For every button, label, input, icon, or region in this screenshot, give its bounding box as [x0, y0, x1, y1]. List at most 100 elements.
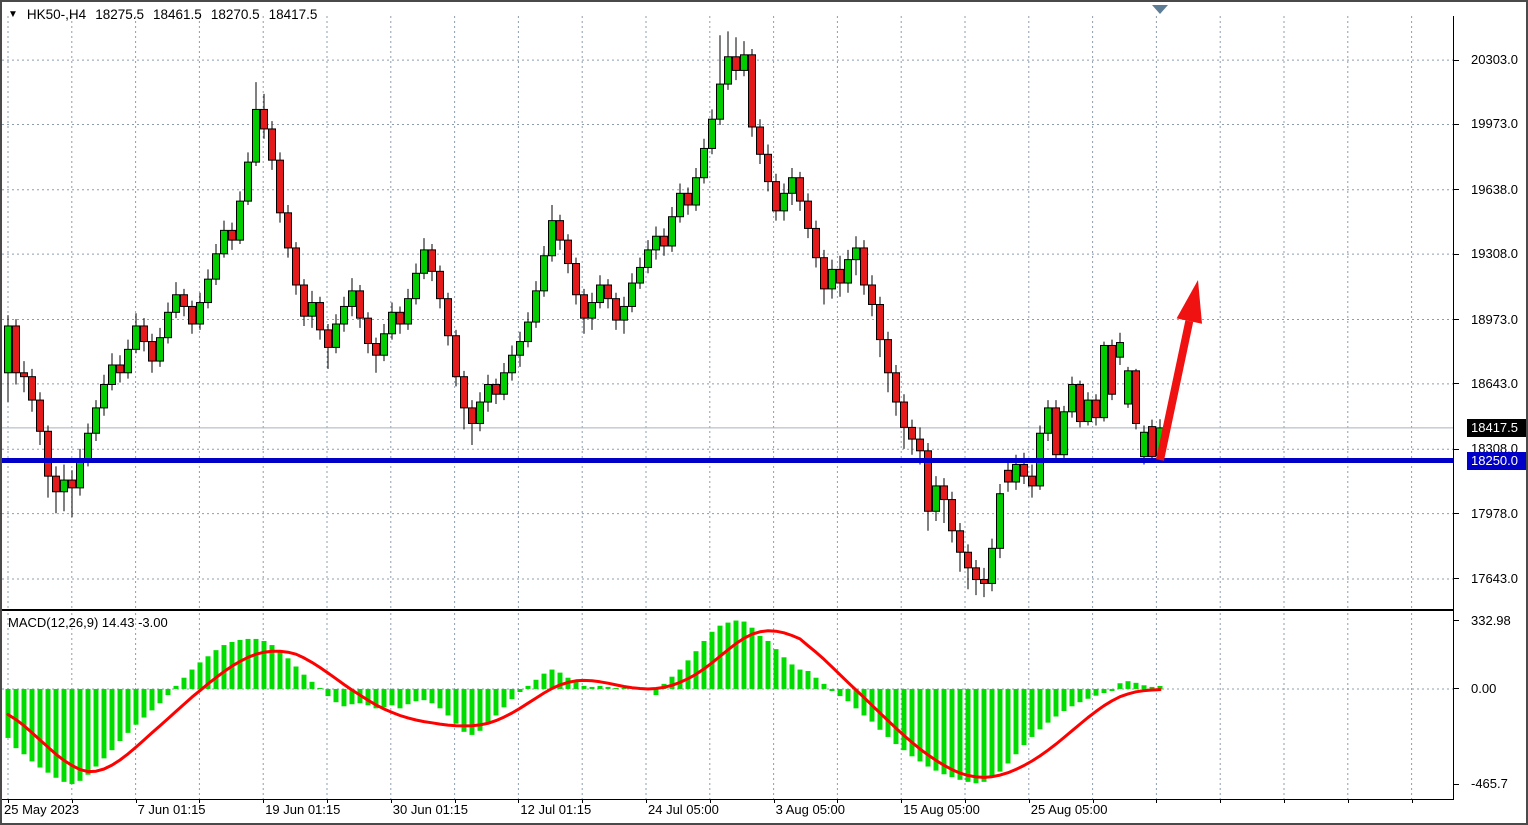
macd-bar — [397, 688, 403, 709]
price-axis-label: 19973.0 — [1471, 116, 1518, 132]
candle-bear — [556, 220, 564, 241]
macd-bar — [421, 688, 427, 701]
macd-bar — [885, 688, 891, 737]
price-axis-border — [1453, 16, 1454, 800]
symbol-dropdown-icon[interactable]: ▼ — [8, 8, 18, 20]
candle-bear — [460, 376, 468, 409]
time-axis-tick — [327, 799, 328, 803]
candle-bull — [780, 192, 788, 212]
macd-bar — [325, 688, 331, 697]
candle-bear — [444, 298, 452, 337]
candle-bear — [372, 343, 380, 356]
macd-bar — [29, 688, 35, 762]
candle-bull — [540, 255, 548, 292]
candle-bear — [148, 341, 156, 362]
time-axis-tick — [263, 799, 265, 803]
macd-bar — [597, 685, 603, 689]
candle-bull — [124, 348, 132, 374]
candle-bull — [204, 278, 212, 304]
macd-bar — [693, 651, 699, 689]
trend-arrow[interactable] — [1156, 280, 1202, 461]
candle-bull — [1124, 370, 1132, 405]
time-axis-label[interactable]: 12 Jul 01:15 — [520, 802, 592, 817]
price-axis-tick — [1454, 59, 1459, 61]
time-axis-tick — [135, 799, 137, 803]
price-axis-label: 19308.0 — [1471, 246, 1518, 262]
macd-bar — [749, 627, 755, 689]
time-axis-label[interactable]: 7 Jun 01:15 — [137, 802, 206, 817]
panel-separator[interactable] — [2, 609, 1454, 611]
macd-bar — [69, 688, 75, 785]
candle-bull — [588, 302, 596, 319]
candle-bear — [300, 284, 308, 317]
macd-axis-label: 0.00 — [1471, 680, 1497, 696]
macd-bar — [277, 651, 283, 689]
candle-bull — [404, 298, 412, 325]
macd-bar — [245, 638, 251, 689]
candle-bear — [140, 325, 148, 343]
current-bar-marker-icon[interactable] — [1152, 5, 1168, 14]
candle-bull — [1044, 407, 1052, 434]
price-axis-label: 20303.0 — [1471, 52, 1518, 68]
candle-bull — [692, 177, 700, 206]
macd-bar — [981, 688, 987, 782]
time-axis-label[interactable]: 25 May 2023 — [4, 802, 80, 817]
macd-axis-tick — [1454, 688, 1459, 690]
candle-bear — [748, 54, 756, 128]
support-price-label[interactable]: 18250.0 — [1467, 451, 1526, 470]
price-axis-tick — [1454, 189, 1459, 191]
candle-bull — [620, 305, 628, 321]
candle-bear — [732, 56, 740, 71]
macd-bar — [309, 681, 315, 689]
macd-bar — [165, 688, 171, 696]
price-chart-canvas[interactable] — [2, 16, 1453, 609]
macd-bar — [1101, 688, 1107, 694]
candle-bull — [996, 493, 1004, 549]
macd-bar — [429, 688, 435, 704]
macd-bar — [741, 621, 747, 689]
macd-bar — [1133, 682, 1139, 689]
macd-bar — [285, 658, 291, 689]
price-axis-tick — [1454, 513, 1459, 515]
macd-bar — [101, 688, 107, 759]
macd-bar — [1157, 686, 1163, 689]
macd-chart-canvas[interactable] — [2, 613, 1453, 799]
candle-bull — [828, 268, 836, 290]
time-axis-label[interactable]: 3 Aug 05:00 — [775, 802, 845, 817]
candle-bull — [420, 249, 428, 274]
macd-bar — [77, 688, 83, 781]
candle-bull — [172, 294, 180, 313]
time-axis-tick — [1092, 799, 1094, 803]
candle-bear — [12, 325, 20, 374]
candle-bear — [260, 108, 268, 130]
macd-bar — [1005, 688, 1011, 764]
time-axis-label[interactable]: 19 Jun 01:15 — [265, 802, 341, 817]
macd-bar — [61, 688, 67, 782]
time-axis-label[interactable]: 15 Aug 05:00 — [903, 802, 980, 817]
price-axis-label: 18973.0 — [1471, 311, 1518, 327]
macd-bar — [21, 688, 27, 755]
macd-bar — [221, 645, 227, 689]
price-axis-tick — [1454, 253, 1459, 255]
trend-arrow-head[interactable] — [1176, 280, 1202, 324]
time-axis-label[interactable]: 24 Jul 05:00 — [648, 802, 719, 817]
macd-bar — [509, 688, 515, 700]
time-axis[interactable]: 25 May 2023 7 Jun 01:15 19 Jun 01:15 30 Jun… — [2, 799, 1454, 821]
macd-bar — [941, 688, 947, 775]
time-axis-border — [2, 799, 1454, 800]
macd-bar — [389, 688, 395, 706]
time-axis-label[interactable]: 25 Aug 05:00 — [1030, 802, 1108, 817]
macd-bar — [701, 640, 707, 689]
candle-bear — [796, 177, 804, 202]
candle-bear — [396, 311, 404, 325]
time-axis-tick — [1284, 799, 1285, 803]
candle-bear — [1132, 370, 1140, 424]
trend-arrow-shaft[interactable] — [1156, 320, 1194, 461]
candle-bull — [724, 56, 732, 85]
time-axis-label[interactable]: 30 Jun 01:15 — [392, 802, 468, 817]
price-axis[interactable]: 20303.0 19973.0 19638.0 19308.0 18973.0 18643… — [1454, 2, 1526, 823]
macd-axis: 332.98 0.00 -465.7 — [1454, 2, 1524, 823]
macd-bar — [1013, 688, 1019, 755]
candle-bull — [628, 282, 636, 307]
